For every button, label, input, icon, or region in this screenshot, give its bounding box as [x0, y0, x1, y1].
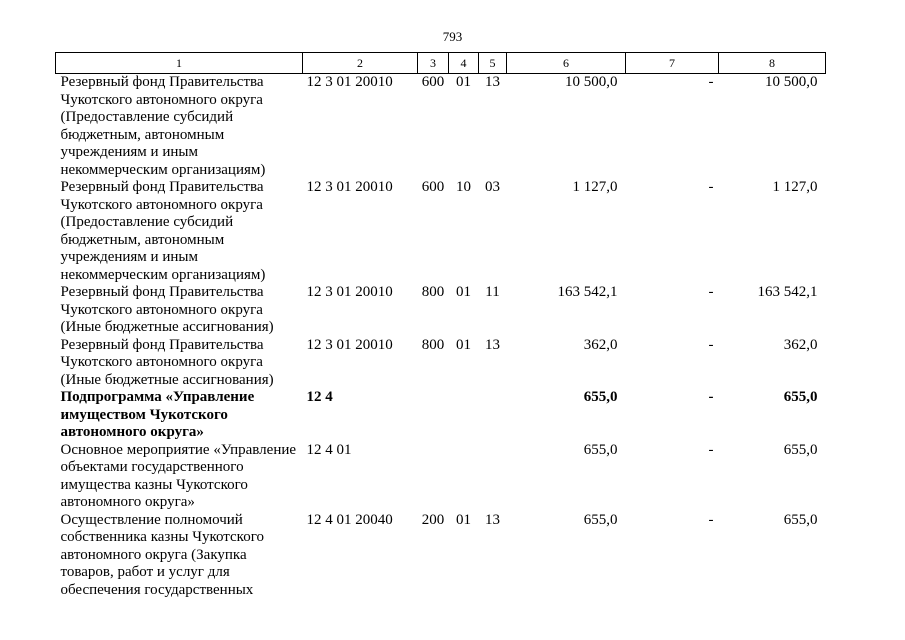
row-code-cell: 12 3 01 20010	[306, 336, 393, 353]
page-number: 793	[442, 29, 463, 44]
header-col-2: 2	[302, 52, 418, 74]
header-col-3: 3	[417, 52, 449, 74]
header-col-6: 6	[506, 52, 626, 74]
table-row: Осуществление полномочий собственника ка…	[56, 512, 826, 600]
row-dash-cell: -	[708, 389, 714, 405]
table-row: Резервный фонд Правительства Чукотского …	[56, 284, 826, 337]
table-row: Основное мероприятие «Управление объекта…	[56, 442, 826, 512]
header-col-5: 5	[478, 52, 507, 74]
row-col3-cell: 600	[421, 74, 445, 90]
row-col3-cell: 600	[421, 179, 445, 195]
row-dash-cell: -	[708, 179, 714, 195]
row-amount-cell: 362,0	[583, 336, 618, 353]
row-col5-cell: 03	[485, 179, 500, 195]
row-amount-cell: 163 542,1	[757, 284, 818, 300]
row-col4-cell: 01	[456, 336, 471, 353]
row-col5-cell: 13	[485, 336, 500, 353]
row-amount-cell: 1 127,0	[572, 179, 618, 195]
table-header: 1 2 3 4 5 6 7 8	[55, 52, 826, 74]
table-body: Резервный фонд Правительства Чукотского …	[56, 74, 826, 600]
row-col3-cell: 200	[421, 511, 445, 528]
row-col5-cell	[479, 442, 507, 512]
row-amount-cell: 362,0	[783, 336, 818, 353]
row-col4-cell: 01	[456, 74, 471, 90]
row-dash-cell: -	[708, 511, 714, 528]
header-row: 1 2 3 4 5 6 7 8	[55, 52, 826, 74]
row-col4-cell: 10	[456, 179, 471, 195]
row-amount-cell: 655,0	[583, 389, 618, 405]
row-amount-cell: 10 500,0	[765, 74, 818, 90]
budget-table: 1 2 3 4 5 6 7 8 Резервный фонд Правитель…	[55, 52, 826, 599]
row-col5-cell	[479, 389, 507, 442]
row-name-cell: Осуществление полномочий собственника ка…	[60, 511, 264, 598]
row-col4-cell	[449, 389, 479, 442]
row-col5-cell: 13	[485, 74, 500, 90]
row-code-cell: 12 3 01 20010	[306, 179, 393, 195]
row-dash-cell: -	[708, 336, 714, 353]
row-dash-cell: -	[708, 441, 714, 458]
row-amount-cell: 655,0	[783, 511, 818, 528]
row-amount-cell: 10 500,0	[565, 74, 618, 90]
table-row-subprogram: Подпрограмма «Управление имуществом Чуко…	[56, 389, 826, 442]
row-code-cell: 12 3 01 20010	[306, 74, 393, 90]
row-col4-cell: 01	[456, 511, 471, 528]
row-amount-cell: 655,0	[783, 389, 818, 405]
row-col5-cell: 11	[485, 284, 500, 300]
table-row: Резервный фонд Правительства Чукотского …	[56, 74, 826, 180]
row-amount-cell: 655,0	[583, 511, 618, 528]
row-amount-cell: 655,0	[583, 441, 618, 458]
row-col3-cell: 800	[421, 336, 445, 353]
row-col3-cell: 800	[421, 284, 445, 300]
row-col3-cell	[418, 389, 449, 442]
row-name-cell: Основное мероприятие «Управление объекта…	[60, 441, 297, 511]
header-col-7: 7	[625, 52, 719, 74]
header-col-4: 4	[448, 52, 479, 74]
row-amount-cell: 1 127,0	[772, 179, 818, 195]
row-col3-cell	[418, 442, 449, 512]
row-dash-cell: -	[708, 74, 714, 90]
row-amount-cell: 163 542,1	[557, 284, 618, 300]
row-col4-cell	[449, 442, 479, 512]
header-col-8: 8	[718, 52, 826, 74]
row-name-cell: Резервный фонд Правительства Чукотского …	[60, 179, 266, 283]
row-name-cell: Резервный фонд Правительства Чукотского …	[60, 284, 274, 335]
row-code-cell: 12 4 01 20040	[306, 511, 393, 528]
row-name-cell: Резервный фонд Правительства Чукотского …	[60, 74, 266, 178]
row-col4-cell: 01	[456, 284, 471, 300]
row-code-cell: 12 3 01 20010	[306, 284, 393, 300]
row-code-cell: 12 4 01	[306, 441, 352, 458]
row-code-cell: 12 4	[306, 389, 333, 405]
table-row: Резервный фонд Правительства Чукотского …	[56, 179, 826, 284]
row-col5-cell: 13	[485, 511, 500, 528]
row-name-cell: Подпрограмма «Управление имуществом Чуко…	[60, 389, 255, 440]
row-amount-cell: 655,0	[783, 441, 818, 458]
row-dash-cell: -	[708, 284, 714, 300]
table-row: Резервный фонд Правительства Чукотского …	[56, 337, 826, 390]
row-name-cell: Резервный фонд Правительства Чукотского …	[60, 336, 274, 388]
header-col-1: 1	[55, 52, 303, 74]
